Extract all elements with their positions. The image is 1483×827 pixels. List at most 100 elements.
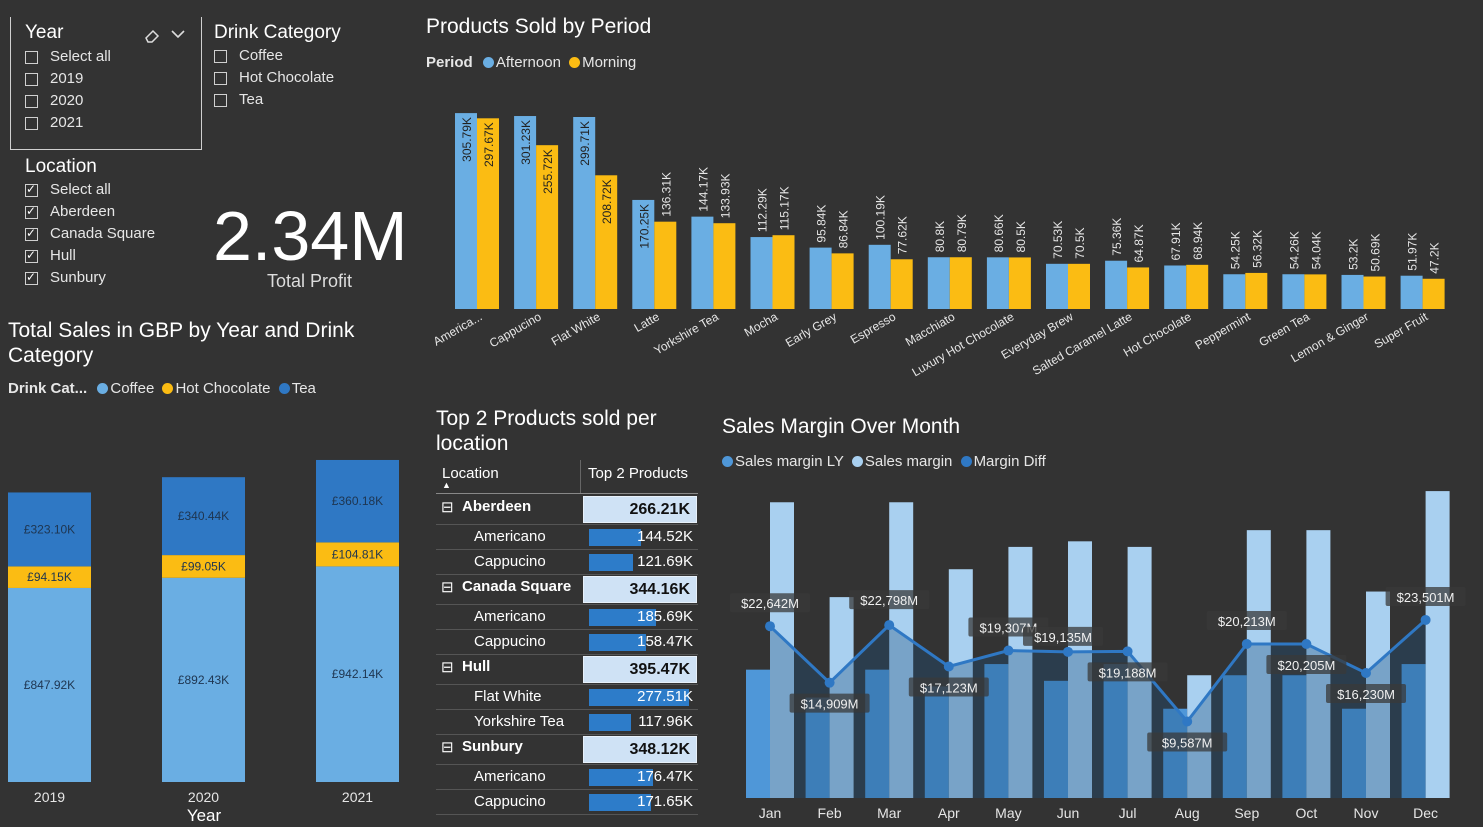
location-option[interactable]: Select all — [50, 181, 111, 198]
product-bar-morning[interactable] — [536, 145, 559, 309]
legend-sales-margin[interactable]: Sales margin — [864, 453, 953, 470]
margin-diff-point[interactable] — [1063, 646, 1073, 657]
product-bar-afternoon[interactable] — [632, 199, 655, 309]
table-row[interactable] — [436, 549, 698, 575]
year-checkbox[interactable] — [25, 95, 38, 108]
product-bar-morning[interactable] — [1422, 278, 1445, 309]
margin-diff-point[interactable] — [1420, 614, 1431, 625]
product-bar-afternoon[interactable] — [1164, 265, 1187, 309]
product-bar-afternoon[interactable] — [927, 257, 950, 309]
product-bar-afternoon[interactable] — [573, 116, 596, 309]
sales-stacked-chart[interactable]: £847.92K £94.15K £323.10K 2019 £892.43K £99.0… — [0, 440, 420, 827]
product-bar-morning[interactable] — [1008, 257, 1031, 309]
margin-bar-current[interactable] — [889, 502, 914, 798]
sales-bar-tea[interactable] — [162, 477, 245, 556]
product-bar-morning[interactable] — [654, 221, 677, 309]
product-bar-morning[interactable] — [1127, 267, 1150, 309]
product-bar-afternoon[interactable] — [1105, 260, 1128, 309]
table-group-row[interactable] — [436, 574, 698, 605]
product-bar-afternoon[interactable] — [750, 237, 773, 309]
product-bar-morning[interactable] — [772, 235, 795, 309]
collapse-icon[interactable]: ⊟ — [441, 499, 454, 516]
col-top-products-header[interactable]: Top 2 Products — [588, 465, 689, 482]
product-bar-afternoon[interactable] — [691, 216, 714, 309]
product-bar-morning[interactable] — [831, 253, 854, 309]
sales-bar-hot-chocolate[interactable] — [8, 566, 91, 588]
legend-coffee[interactable]: Coffee — [110, 380, 155, 397]
product-bar-morning[interactable] — [713, 223, 736, 309]
year-checkbox[interactable] — [25, 73, 38, 86]
margin-diff-point[interactable] — [765, 621, 775, 632]
margin-diff-point[interactable] — [1003, 645, 1014, 656]
sales-bar-hot-chocolate[interactable] — [162, 555, 245, 578]
margin-bar-current[interactable] — [1425, 491, 1450, 798]
product-bar-morning[interactable] — [949, 257, 972, 309]
collapse-icon[interactable]: ⊟ — [441, 579, 454, 596]
margin-diff-point[interactable] — [943, 661, 954, 672]
year-checkbox[interactable] — [25, 117, 38, 130]
margin-combo-chart[interactable]: Jan Feb Mar Apr May Jun Jul Aug Sep Oct Nov Dec $22,… — [720, 480, 1480, 827]
product-bar-afternoon[interactable] — [809, 247, 832, 309]
table-row[interactable] — [436, 604, 698, 630]
margin-diff-point[interactable] — [884, 620, 895, 631]
product-bar-morning[interactable] — [1245, 272, 1268, 309]
legend-afternoon[interactable]: Afternoon — [495, 54, 561, 71]
table-row[interactable] — [436, 524, 698, 550]
chevron-down-icon[interactable] — [170, 26, 186, 47]
margin-bar-ly[interactable] — [865, 669, 890, 798]
margin-bar-ly[interactable] — [746, 669, 770, 798]
margin-bar-ly[interactable] — [1103, 664, 1128, 798]
location-checkbox[interactable] — [25, 182, 38, 197]
location-option[interactable]: Hull — [50, 247, 76, 264]
table-row[interactable] — [436, 764, 698, 790]
legend-morning[interactable]: Morning — [582, 54, 637, 71]
sales-bar-hot-chocolate[interactable] — [316, 542, 399, 567]
drink-checkbox[interactable] — [214, 72, 227, 85]
year-option[interactable]: Select all — [50, 48, 111, 65]
location-checkbox[interactable] — [25, 226, 38, 241]
drink-checkbox[interactable] — [214, 94, 227, 107]
margin-diff-point[interactable] — [1241, 638, 1252, 649]
margin-diff-point[interactable] — [824, 677, 835, 688]
products-bar-chart[interactable]: 305.79K 297.67K America... 301.23K 255.72K Ca… — [420, 80, 1460, 390]
location-checkbox[interactable] — [25, 204, 38, 219]
sales-bar-coffee[interactable] — [8, 587, 91, 782]
legend-tea[interactable]: Tea — [291, 380, 316, 397]
year-checkbox[interactable] — [25, 51, 38, 64]
legend-sales-margin-ly[interactable]: Sales margin LY — [735, 453, 844, 470]
product-bar-afternoon[interactable] — [1046, 263, 1068, 309]
margin-bar-ly[interactable] — [805, 697, 830, 798]
product-bar-afternoon[interactable] — [986, 257, 1009, 309]
eraser-icon[interactable] — [143, 26, 161, 49]
product-bar-afternoon[interactable] — [868, 244, 891, 309]
year-option[interactable]: 2019 — [50, 70, 84, 87]
margin-diff-point[interactable] — [1182, 716, 1193, 727]
margin-bar-ly[interactable] — [1044, 680, 1068, 798]
drink-option[interactable]: Coffee — [239, 47, 283, 64]
margin-diff-line[interactable] — [768, 618, 1427, 724]
margin-bar-ly[interactable] — [1282, 675, 1307, 798]
location-checkbox[interactable] — [25, 248, 38, 263]
table-group-row[interactable] — [436, 734, 698, 765]
location-option[interactable]: Canada Square — [50, 225, 156, 242]
legend-hot-chocolate[interactable]: Hot Chocolate — [175, 380, 271, 397]
margin-bar-ly[interactable] — [924, 686, 949, 798]
margin-diff-point[interactable] — [1122, 646, 1133, 657]
margin-diff-point[interactable] — [1301, 639, 1312, 650]
table-group-row[interactable] — [436, 494, 698, 525]
sales-bar-tea[interactable] — [8, 492, 91, 567]
collapse-icon[interactable]: ⊟ — [441, 659, 454, 676]
collapse-icon[interactable]: ⊟ — [441, 739, 454, 756]
product-bar-morning[interactable] — [595, 175, 618, 309]
product-bar-afternoon[interactable] — [514, 116, 537, 309]
product-bar-morning[interactable] — [1068, 263, 1090, 309]
location-option[interactable]: Aberdeen — [50, 203, 116, 220]
product-bar-afternoon[interactable] — [455, 113, 477, 309]
product-bar-morning[interactable] — [1186, 264, 1209, 309]
table-row[interactable] — [436, 684, 698, 710]
location-checkbox[interactable] — [25, 270, 38, 285]
product-bar-morning[interactable] — [890, 259, 913, 309]
drink-option[interactable]: Tea — [239, 91, 264, 108]
year-option[interactable]: 2020 — [50, 92, 84, 109]
table-row[interactable] — [436, 709, 698, 735]
